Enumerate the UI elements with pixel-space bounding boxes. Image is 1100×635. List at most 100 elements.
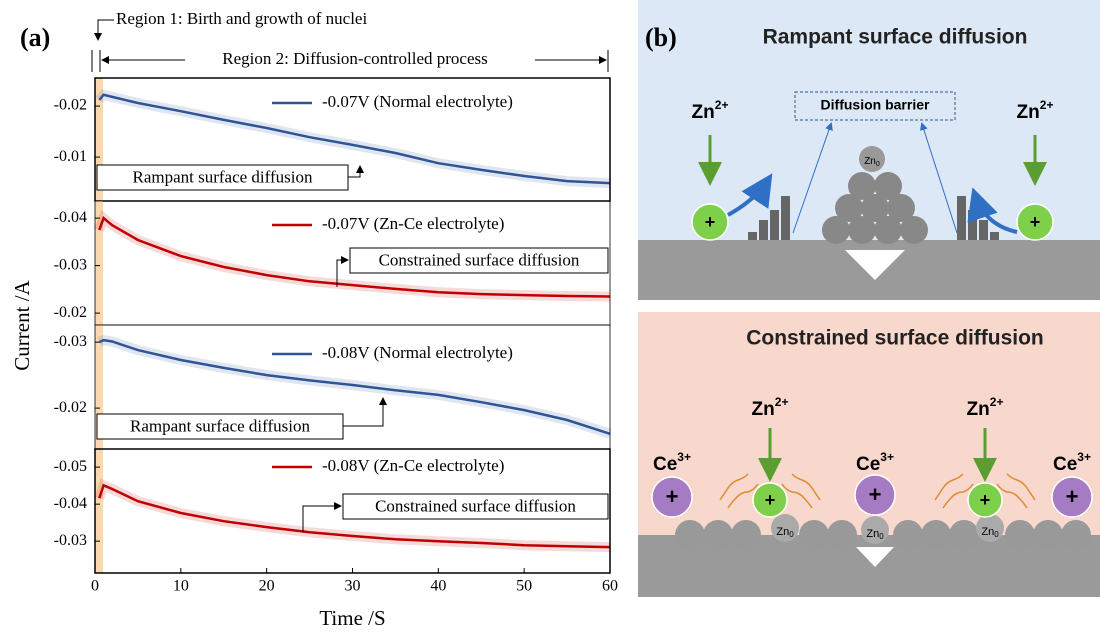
y-tick-label: -0.01: [54, 148, 87, 165]
panel-a: (a) Region 1: Birth and growth of nuclei…: [10, 9, 618, 630]
atom-label: Zn0: [776, 526, 794, 539]
annotation: Constrained surface diffusion: [375, 496, 576, 515]
y-tick-label: -0.03: [54, 532, 87, 549]
y-tick-label: -0.04: [54, 495, 87, 512]
ion-ball: [1051, 476, 1093, 518]
diffusion-arrow: [967, 187, 1018, 234]
diagram-title: Rampant surface diffusion: [763, 26, 1028, 49]
atom: Zn: [981, 526, 994, 538]
region-label: Region 2: Diffusion-controlled process: [222, 49, 488, 68]
atom: Zn: [776, 526, 789, 538]
ion: Ce: [856, 454, 880, 475]
legend-label: -0.08V (Normal electrolyte): [322, 343, 513, 362]
series-line: [98, 93, 611, 185]
x-axis-label: Time /S: [319, 606, 385, 630]
barrier-label: Diffusion barrier: [821, 97, 930, 113]
atom-label: Zn0: [981, 526, 999, 539]
x-tick-label: 10: [173, 578, 189, 595]
annotation-arrow: [343, 397, 387, 427]
plus: +: [1030, 212, 1041, 232]
ion-ball: [967, 482, 1003, 518]
ion-ball: [854, 474, 896, 516]
panel-frame: [94, 448, 611, 574]
barrier-box: [794, 91, 956, 121]
plus: +: [666, 484, 679, 509]
ion-ball: [1016, 203, 1054, 241]
y-axis-label: Current /A: [10, 279, 34, 370]
plus: +: [765, 490, 776, 510]
ion-label: Zn2+: [752, 395, 789, 420]
region-arrow: [94, 19, 114, 41]
plus: +: [980, 490, 991, 510]
x-tick-label: 50: [516, 578, 532, 595]
x-tick-label: 0: [91, 578, 99, 595]
series-line: [98, 216, 611, 298]
series-line: [98, 338, 611, 435]
y-tick-label: -0.03: [54, 256, 87, 273]
growth-arrow: [845, 250, 905, 280]
ion-label: Zn2+: [692, 98, 729, 123]
pointer: [920, 122, 958, 234]
ion: Zn: [967, 399, 990, 420]
plus: +: [869, 482, 882, 507]
x-tick-label: 40: [430, 578, 446, 595]
atom-sub: 0: [876, 161, 880, 168]
atom-label: Zn0: [866, 528, 884, 541]
y-tick-label: -0.02: [54, 399, 87, 416]
x-tick-label: 20: [259, 578, 275, 595]
ion-charge: 2+: [990, 395, 1004, 409]
x-tick-label: 30: [345, 578, 361, 595]
atom-sub: 0: [994, 530, 999, 539]
annotation-arrow: [336, 256, 349, 287]
ion: Zn: [692, 102, 715, 123]
constraint-waves: [719, 473, 1036, 509]
series-line: [98, 483, 611, 549]
atom: Zn: [866, 528, 879, 540]
ion: Ce: [653, 454, 677, 475]
nucleus-pile: [822, 146, 928, 244]
ion-charge: 3+: [880, 450, 894, 464]
annotation: Rampant surface diffusion: [130, 416, 311, 435]
atom-label: Zn0: [864, 156, 880, 168]
ion-ball: [752, 482, 788, 518]
atom-sub: 0: [789, 530, 794, 539]
ion-label: Ce3+: [856, 450, 894, 475]
annotation-box: [349, 247, 609, 274]
legend-label: -0.07V (Zn-Ce electrolyte): [322, 214, 504, 233]
diagram-title: Constrained surface diffusion: [746, 327, 1044, 350]
ion-charge: 2+: [775, 395, 789, 409]
atom-sub: 0: [879, 532, 884, 541]
annotation-box: [342, 493, 609, 520]
legend-label: -0.08V (Zn-Ce electrolyte): [322, 456, 504, 475]
annotation: Rampant surface diffusion: [132, 167, 313, 186]
ion-charge: 2+: [715, 98, 729, 112]
panel-label: (a): [20, 23, 50, 52]
y-tick-label: -0.03: [54, 333, 87, 350]
ion-label: Zn2+: [1017, 98, 1054, 123]
growth-arrow: [856, 547, 894, 567]
panel-label: (b): [645, 23, 677, 52]
region1-band: [95, 78, 103, 201]
y-tick-label: -0.02: [54, 304, 87, 321]
ion-label: Zn2+: [967, 395, 1004, 420]
y-tick-label: -0.04: [54, 209, 87, 226]
ion: Zn: [752, 399, 775, 420]
ion-charge: 3+: [1077, 450, 1091, 464]
legend-label: -0.07V (Normal electrolyte): [322, 92, 513, 111]
ion-ball: [651, 476, 693, 518]
bars: [748, 196, 999, 240]
ion-ball: [691, 203, 729, 241]
plus: +: [705, 212, 716, 232]
region1-band: [95, 449, 103, 573]
ion: Ce: [1053, 454, 1077, 475]
region1-band: [95, 325, 103, 449]
ion-label: Ce3+: [1053, 450, 1091, 475]
x-tick-label: 60: [602, 578, 618, 595]
ion-charge: 2+: [1040, 98, 1054, 112]
ion-label: Ce3+: [653, 450, 691, 475]
annotation-arrow: [348, 165, 364, 178]
y-tick-label: -0.02: [54, 97, 87, 114]
pointer: [792, 122, 833, 234]
region1-band: [95, 201, 103, 325]
